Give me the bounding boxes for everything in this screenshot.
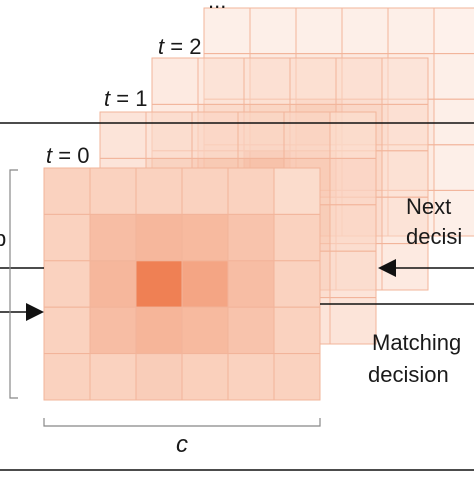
next-decision-arrow bbox=[378, 259, 474, 277]
grid-cell bbox=[89, 306, 137, 355]
grid-cell bbox=[289, 57, 337, 105]
grid-cell bbox=[227, 213, 275, 262]
grid-cell bbox=[181, 306, 229, 355]
grid-cell bbox=[295, 7, 343, 55]
grid-cell bbox=[181, 167, 229, 215]
grid-cell bbox=[89, 353, 137, 401]
grid-cell bbox=[433, 189, 474, 237]
grid-cell bbox=[89, 167, 137, 215]
grid-cell bbox=[151, 57, 199, 105]
grid-cell bbox=[43, 260, 91, 308]
left-arrow bbox=[0, 303, 44, 321]
next-label-line1: Next bbox=[406, 194, 451, 219]
next-label-line2: decisi bbox=[406, 224, 462, 249]
grid-cell bbox=[283, 111, 331, 159]
left-partial-label: b bbox=[0, 226, 6, 251]
grid-cell bbox=[329, 111, 377, 159]
grid-cell bbox=[329, 250, 377, 299]
grid-cell bbox=[243, 57, 291, 105]
grid-cell bbox=[273, 306, 321, 355]
grid-cell bbox=[227, 167, 275, 215]
grid-cell bbox=[227, 260, 275, 308]
grid-cell bbox=[89, 213, 137, 262]
grid-cell bbox=[433, 144, 474, 191]
time-label-t1: t = 1 bbox=[104, 86, 147, 111]
bottom-axis-label: c bbox=[176, 431, 188, 458]
grid-cell bbox=[135, 353, 183, 401]
grid-cell bbox=[387, 7, 435, 55]
grid-cell bbox=[381, 103, 429, 152]
left-bracket bbox=[9, 169, 18, 399]
grid-cell bbox=[181, 353, 229, 401]
grid-cell bbox=[249, 7, 297, 55]
time-label-t0: t = 0 bbox=[46, 143, 89, 168]
grid-cell bbox=[135, 260, 183, 308]
grid-cell bbox=[197, 57, 245, 105]
grid-cell bbox=[181, 213, 229, 262]
ellipsis-label: ... bbox=[208, 0, 226, 13]
grid-cell bbox=[329, 297, 377, 345]
grid-cell bbox=[433, 98, 474, 146]
grid-cell bbox=[181, 260, 229, 308]
grid-cell bbox=[135, 213, 183, 262]
grid-cell bbox=[191, 111, 239, 159]
time-label-t2: t = 2 bbox=[158, 34, 201, 59]
grid-cell bbox=[145, 111, 193, 159]
matching-label-line2: decision bbox=[368, 362, 449, 387]
grid-cell bbox=[43, 167, 91, 215]
grid-cell bbox=[341, 7, 389, 55]
grid-cell bbox=[43, 353, 91, 401]
grid-cell bbox=[433, 7, 474, 55]
grid-cell bbox=[433, 53, 474, 100]
grid-cell bbox=[329, 204, 377, 252]
grid-cell bbox=[203, 7, 251, 55]
grid-cell bbox=[227, 353, 275, 401]
bottom-bracket bbox=[43, 418, 321, 427]
grid-cell bbox=[329, 157, 377, 206]
grid-cell bbox=[273, 213, 321, 262]
grid-cell bbox=[237, 111, 285, 159]
grid-cell bbox=[381, 196, 429, 245]
grid-cell bbox=[273, 167, 321, 215]
grid-cell bbox=[335, 57, 383, 105]
grid-cell bbox=[135, 306, 183, 355]
matching-label-line1: Matching bbox=[372, 330, 461, 355]
grid-cell bbox=[381, 57, 429, 105]
grid-cell bbox=[89, 260, 137, 308]
grid-cell bbox=[381, 150, 429, 198]
grid-cell bbox=[273, 353, 321, 401]
grid-cell bbox=[273, 260, 321, 308]
grid-cell bbox=[135, 167, 183, 215]
grid-cell bbox=[99, 111, 147, 159]
grid-cell bbox=[43, 306, 91, 355]
grid-layer-t-0 bbox=[43, 167, 321, 401]
grid-cell bbox=[227, 306, 275, 355]
grid-cell bbox=[43, 213, 91, 262]
